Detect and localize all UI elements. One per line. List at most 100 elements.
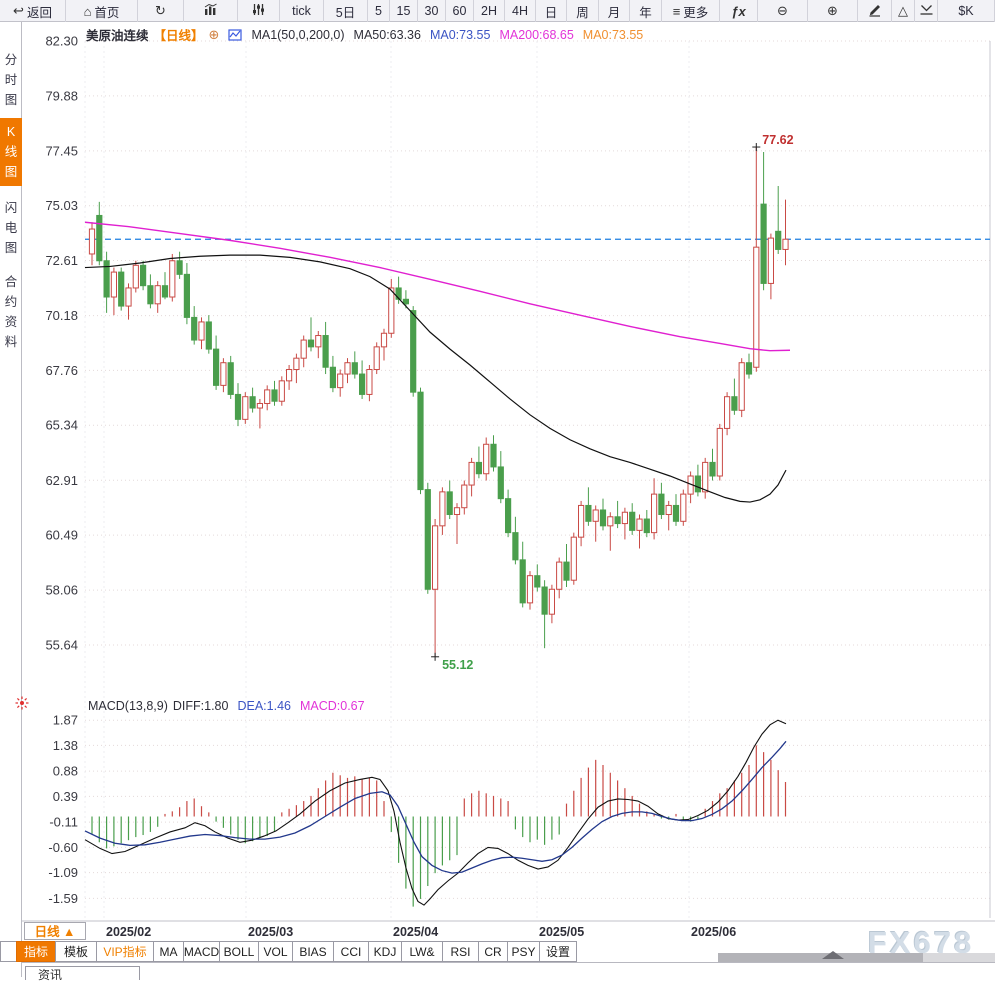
interval-30min[interactable]: 30 [418, 0, 446, 22]
currency-button[interactable]: $K [938, 0, 995, 22]
interval-month[interactable]: 月 [599, 0, 630, 22]
sidebar-item-time-chart[interactable]: 分时图 [4, 53, 18, 107]
macd-formula: MACD(13,8,9) [88, 699, 168, 713]
interval-2h[interactable]: 2H [474, 0, 505, 22]
home-button[interactable]: ⌂ 首页 [66, 0, 138, 22]
draw-button[interactable] [858, 0, 892, 22]
refresh-button[interactable]: ↻ [138, 0, 184, 22]
macd-y-axis-label: 0.39 [53, 789, 78, 804]
home-icon: ⌂ [83, 3, 92, 19]
interval-tick[interactable]: tick [280, 0, 324, 22]
tab-cr[interactable]: CR [478, 941, 508, 962]
interval-5day[interactable]: 5日 [324, 0, 368, 22]
triangle-up-button[interactable]: △ [892, 0, 915, 22]
tab-[interactable]: 设置 [539, 941, 577, 962]
ma50-value: MA50:63.36 [353, 27, 421, 42]
triangle-down-button[interactable] [915, 0, 938, 22]
tab-news[interactable]: 资讯 [25, 966, 140, 982]
horizontal-scrollbar[interactable] [718, 951, 995, 962]
interval-60min-label: 60 [452, 4, 467, 18]
bar-chart-icon [203, 3, 218, 19]
interval-2h-label: 2H [481, 4, 497, 18]
ma0-blue-value: MA0:73.55 [429, 27, 491, 42]
period-label: 【日线】 [153, 29, 204, 43]
indicator-sun-icon[interactable] [15, 696, 29, 710]
interval-year-label: 年 [639, 5, 652, 20]
indicator-chart-icon[interactable] [228, 28, 243, 41]
macd-y-axis-label: 1.87 [53, 713, 78, 728]
indicator-params-button[interactable] [238, 0, 280, 22]
tab-ma[interactable]: MA [153, 941, 184, 962]
interval-tick-label: tick [292, 4, 311, 18]
back-button[interactable]: ↩ 返回 [0, 0, 66, 22]
period-selector[interactable]: 日线 ▲ [24, 922, 86, 940]
tabs-baseline [0, 962, 995, 963]
tab-lw[interactable]: LW& [401, 941, 443, 962]
tab-psy[interactable]: PSY [507, 941, 540, 962]
indicator-tabs: 指标 模板 VIP指标 MA MACD BOLL VOL BIAS CCI KDJ LW& RSI CR… [0, 941, 577, 963]
y-axis-label: 75.03 [45, 198, 78, 213]
sidebar-item-contract-info[interactable]: 合约资料 [4, 275, 18, 349]
tab-cci[interactable]: CCI [333, 941, 369, 962]
low-annotation: 55.12 [442, 658, 473, 672]
interval-year[interactable]: 年 [630, 0, 662, 22]
y-axis-label: 72.61 [45, 253, 78, 268]
sidebar-item-lightning-chart[interactable]: 闪电图 [4, 201, 18, 255]
ma200-value: MA200:68.65 [499, 27, 574, 42]
tab-kdj[interactable]: KDJ [368, 941, 402, 962]
interval-week-label: 周 [576, 5, 589, 20]
interval-15min[interactable]: 15 [390, 0, 418, 22]
chart-header: 美原油连续 【日线】 ⊕ MA1(50,0,200,0) MA50:63.36 … [86, 25, 643, 44]
chart-type-button[interactable] [184, 0, 238, 22]
menu-icon: ≡ [672, 3, 681, 19]
macd-y-axis-label: 1.38 [53, 738, 78, 753]
macd-y-axis-label: 0.88 [53, 764, 78, 779]
interval-60min[interactable]: 60 [446, 0, 474, 22]
y-axis-label: 79.88 [45, 88, 78, 103]
y-axis-label: 58.06 [45, 583, 78, 598]
interval-30min-label: 30 [424, 4, 439, 18]
interval-week[interactable]: 周 [567, 0, 599, 22]
x-axis-label: 2025/02 [106, 925, 151, 939]
triangle-down-line-icon [919, 3, 934, 19]
interval-5min[interactable]: 5 [368, 0, 390, 22]
zoom-out-button[interactable]: ⊖ [758, 0, 808, 22]
triangle-up-icon: △ [898, 3, 908, 18]
tab-vip[interactable]: VIP指标 [96, 941, 154, 962]
interval-15min-label: 15 [396, 4, 411, 18]
interval-4h-label: 4H [512, 4, 528, 18]
zoom-out-icon: ⊖ [777, 3, 788, 18]
interval-4h[interactable]: 4H [505, 0, 536, 22]
interval-day[interactable]: 日 [536, 0, 567, 22]
add-circle-icon[interactable]: ⊕ [208, 26, 220, 42]
zoom-in-button[interactable]: ⊕ [808, 0, 858, 22]
interval-5day-label: 5日 [335, 5, 356, 20]
x-axis-label: 2025/05 [539, 925, 584, 939]
tab-rsi[interactable]: RSI [442, 941, 479, 962]
gridlines: 82.30 79.88 77.45 75.03 72.61 70.18 67.76 65.34… [22, 34, 995, 939]
tab-[interactable]: 模板 [55, 941, 97, 962]
tab-boll[interactable]: BOLL [219, 941, 259, 962]
diff-value: DIFF:1.80 [172, 699, 229, 713]
macd-y-axis-label: -1.09 [48, 865, 78, 880]
fx-icon: ƒx [731, 3, 746, 19]
high-annotation: 77.62 [762, 133, 793, 147]
macd-y-axis-label: -1.59 [48, 891, 78, 906]
ma50-line [84, 254, 787, 503]
y-axis-label: 55.64 [45, 638, 78, 653]
tab-[interactable]: 指标 [16, 941, 56, 962]
collapse-handle-icon[interactable] [822, 951, 844, 959]
more-button[interactable]: ≡ 更多 [662, 0, 720, 22]
tab-macd[interactable]: MACD [183, 941, 220, 962]
fx-functions-button[interactable]: ƒx [720, 0, 758, 22]
zoom-in-icon: ⊕ [827, 3, 838, 18]
macd-y-axis-label: -0.11 [49, 815, 78, 830]
scrollbar-thumb[interactable] [718, 953, 923, 962]
tab-bias[interactable]: BIAS [292, 941, 334, 962]
ma200-line [84, 221, 791, 352]
tab-vol[interactable]: VOL [258, 941, 293, 962]
